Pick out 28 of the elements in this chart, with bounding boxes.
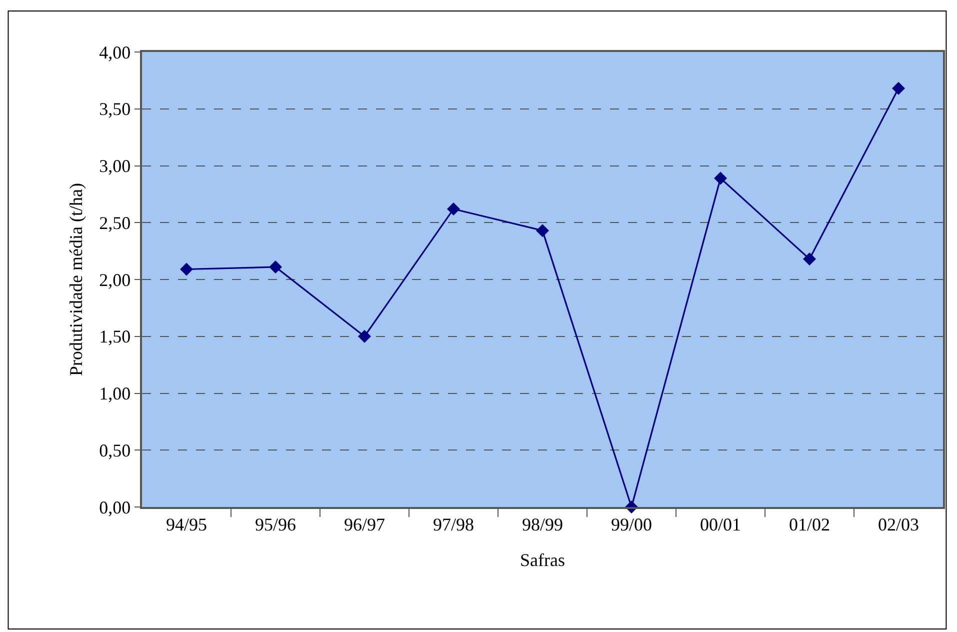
point xyxy=(358,330,371,343)
point xyxy=(180,262,193,276)
y-tick-label: 0,00 xyxy=(99,497,131,518)
point xyxy=(269,260,282,274)
point xyxy=(447,202,460,216)
x-tick-label: 99/00 xyxy=(610,514,652,534)
y-tick-label: 3,50 xyxy=(99,99,131,120)
x-tick-label: 97/98 xyxy=(432,514,474,534)
point xyxy=(803,252,816,266)
x-tick-label: 01/02 xyxy=(788,514,830,534)
y-tick-label: 4,00 xyxy=(99,42,131,62)
x-tick-label: 94/95 xyxy=(166,514,208,534)
x-axis-title: Safras xyxy=(520,550,565,570)
y-axis-title: Produtividade média (t/ha) xyxy=(66,183,86,376)
point xyxy=(892,82,905,95)
x-tick-label: 00/01 xyxy=(700,514,742,534)
x-tick-label: 96/97 xyxy=(344,514,386,534)
y-tick-label: 2,00 xyxy=(99,270,131,290)
x-tick-label: 02/03 xyxy=(878,514,920,534)
x-tick-label: 95/96 xyxy=(254,514,296,534)
point xyxy=(714,172,727,185)
y-tick-label: 0,50 xyxy=(99,440,131,460)
y-tick-label: 3,00 xyxy=(99,156,131,176)
x-tick-label: 98/99 xyxy=(522,514,564,534)
y-tick-label: 1,00 xyxy=(99,384,131,404)
y-tick-label: 2,50 xyxy=(99,212,131,233)
point xyxy=(536,224,549,238)
y-tick-label: 1,50 xyxy=(99,326,131,347)
